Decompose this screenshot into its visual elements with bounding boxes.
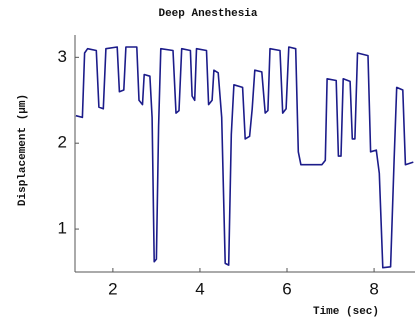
x-tick-label: 6 xyxy=(282,279,291,298)
x-tick-label: 2 xyxy=(108,279,117,298)
y-tick-label: 2 xyxy=(58,133,67,152)
chart-title: Deep Anesthesia xyxy=(158,8,257,20)
y-axis-label: Displacement (µm) xyxy=(17,94,29,206)
y-tick-label: 1 xyxy=(58,219,67,238)
x-tick-label: 4 xyxy=(195,279,204,298)
y-tick-label: 3 xyxy=(58,47,67,66)
x-tick-label: 8 xyxy=(369,279,378,298)
x-axis-label: Time (sec) xyxy=(313,306,379,318)
data-line xyxy=(75,46,414,269)
